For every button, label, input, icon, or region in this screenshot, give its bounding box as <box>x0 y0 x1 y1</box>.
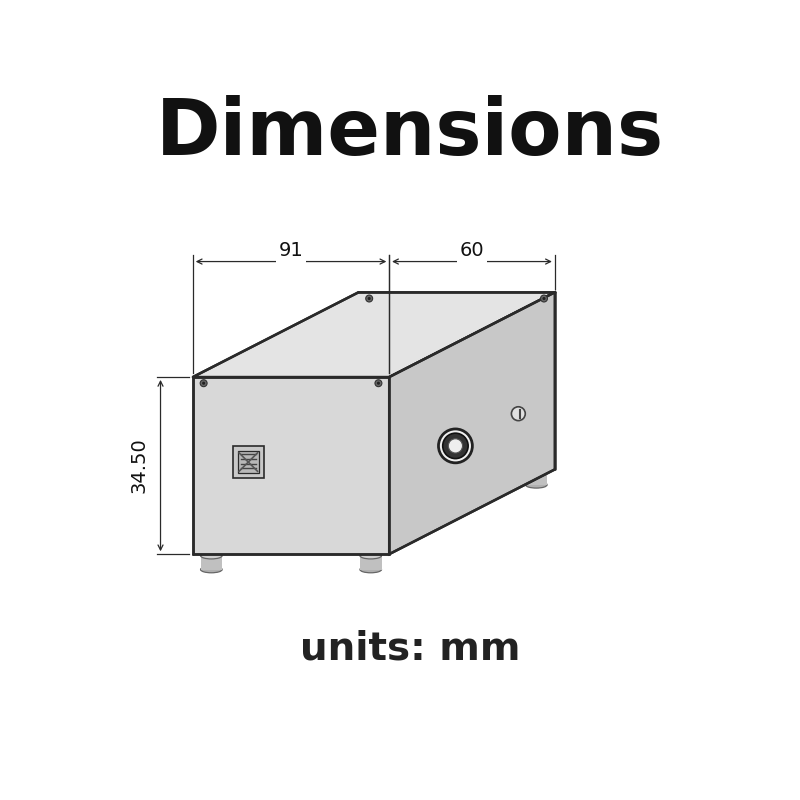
Text: 34.50: 34.50 <box>130 438 149 494</box>
Circle shape <box>542 297 546 300</box>
Ellipse shape <box>366 482 388 488</box>
Polygon shape <box>360 556 382 570</box>
Ellipse shape <box>526 468 547 474</box>
Ellipse shape <box>201 553 222 559</box>
Circle shape <box>511 406 526 421</box>
Text: Dimensions: Dimensions <box>156 95 664 171</box>
Circle shape <box>200 380 207 386</box>
Ellipse shape <box>366 468 388 474</box>
Circle shape <box>377 382 380 385</box>
Ellipse shape <box>526 482 547 488</box>
Text: units: mm: units: mm <box>300 630 520 668</box>
Text: 91: 91 <box>278 242 303 260</box>
Circle shape <box>366 295 373 302</box>
Bar <box>233 446 264 478</box>
Ellipse shape <box>360 553 382 559</box>
Circle shape <box>541 295 547 302</box>
Text: 60: 60 <box>460 242 484 260</box>
Polygon shape <box>193 292 554 377</box>
Bar <box>238 451 259 473</box>
Ellipse shape <box>360 566 382 573</box>
Circle shape <box>442 433 468 458</box>
Polygon shape <box>193 377 390 554</box>
Polygon shape <box>390 292 554 554</box>
Polygon shape <box>201 556 222 570</box>
Polygon shape <box>526 471 547 485</box>
Polygon shape <box>366 471 388 485</box>
Circle shape <box>368 297 370 300</box>
Circle shape <box>438 429 472 463</box>
Circle shape <box>375 380 382 386</box>
Ellipse shape <box>201 566 222 573</box>
Circle shape <box>202 382 205 385</box>
Circle shape <box>448 438 462 453</box>
